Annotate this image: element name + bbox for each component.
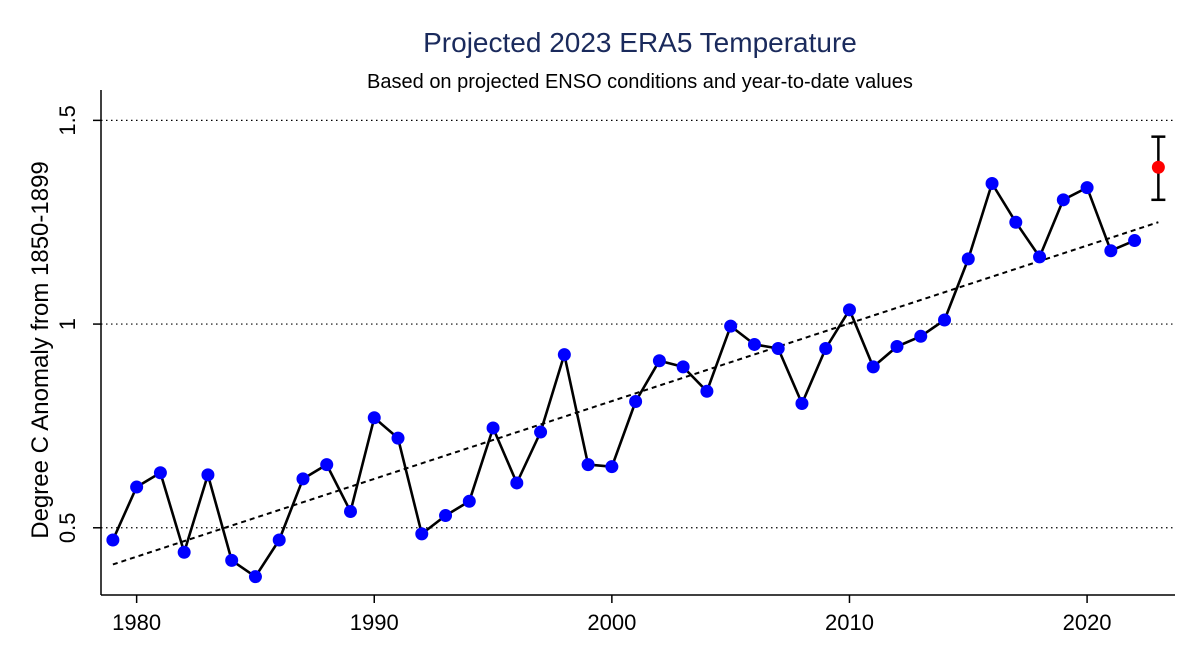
data-point <box>676 360 690 374</box>
data-point <box>1056 193 1070 207</box>
trend-line <box>112 221 1159 566</box>
data-point <box>1033 250 1047 264</box>
data-point <box>985 177 999 191</box>
projection-group <box>1151 135 1166 202</box>
data-point <box>225 553 239 567</box>
data-point <box>605 460 619 474</box>
data-point <box>795 397 809 411</box>
data-point <box>343 504 357 518</box>
data-point <box>439 509 453 523</box>
series-line <box>111 182 1136 579</box>
data-point <box>248 570 262 584</box>
projected-point <box>1151 160 1165 174</box>
data-point <box>177 545 191 559</box>
trend-line-group <box>112 221 1159 566</box>
gridlines <box>101 119 1175 529</box>
data-point <box>320 458 334 472</box>
data-point <box>961 252 975 266</box>
data-point <box>581 458 595 472</box>
data-point <box>1104 244 1118 258</box>
x-tick-label: 1990 <box>350 610 399 635</box>
data-point <box>629 394 643 408</box>
data-point <box>367 411 381 425</box>
data-point <box>652 354 666 368</box>
data-point <box>201 468 215 482</box>
chart-title: Projected 2023 ERA5 Temperature <box>423 27 857 58</box>
data-point <box>890 339 904 353</box>
data-point <box>866 360 880 374</box>
x-tick-label: 2020 <box>1063 610 1112 635</box>
y-tick-label: 1.5 <box>55 105 80 136</box>
chart-subtitle: Based on projected ENSO conditions and y… <box>367 71 913 93</box>
data-point <box>819 342 833 356</box>
points-group <box>106 177 1142 584</box>
data-point <box>106 533 120 547</box>
x-tick-label: 2000 <box>587 610 636 635</box>
data-point <box>771 342 785 356</box>
x-tick-label: 1980 <box>112 610 161 635</box>
y-tick-label: 1 <box>55 318 80 330</box>
data-point <box>486 421 500 435</box>
data-point <box>700 384 714 398</box>
y-axis-label: Degree C Anomaly from 1850-1899 <box>27 161 54 539</box>
data-point <box>391 431 405 445</box>
data-point <box>1009 215 1023 229</box>
data-point <box>842 303 856 317</box>
axes: 0.5 1 1.5 1980 1990 2000 2010 2020 <box>55 90 1175 635</box>
data-point <box>747 337 761 351</box>
series-group <box>111 182 1136 579</box>
data-point <box>914 329 928 343</box>
y-tick-label: 0.5 <box>55 512 80 543</box>
data-point <box>1080 181 1094 195</box>
x-tick-label: 2010 <box>825 610 874 635</box>
data-point <box>1128 234 1142 248</box>
data-point <box>557 348 571 362</box>
data-point <box>724 319 738 333</box>
data-point <box>462 494 476 508</box>
data-point <box>272 533 286 547</box>
data-point <box>296 472 310 486</box>
data-point <box>415 527 429 541</box>
data-point <box>130 480 144 494</box>
data-point <box>534 425 548 439</box>
data-point <box>938 313 952 327</box>
data-point <box>153 466 167 480</box>
data-point <box>510 476 524 490</box>
